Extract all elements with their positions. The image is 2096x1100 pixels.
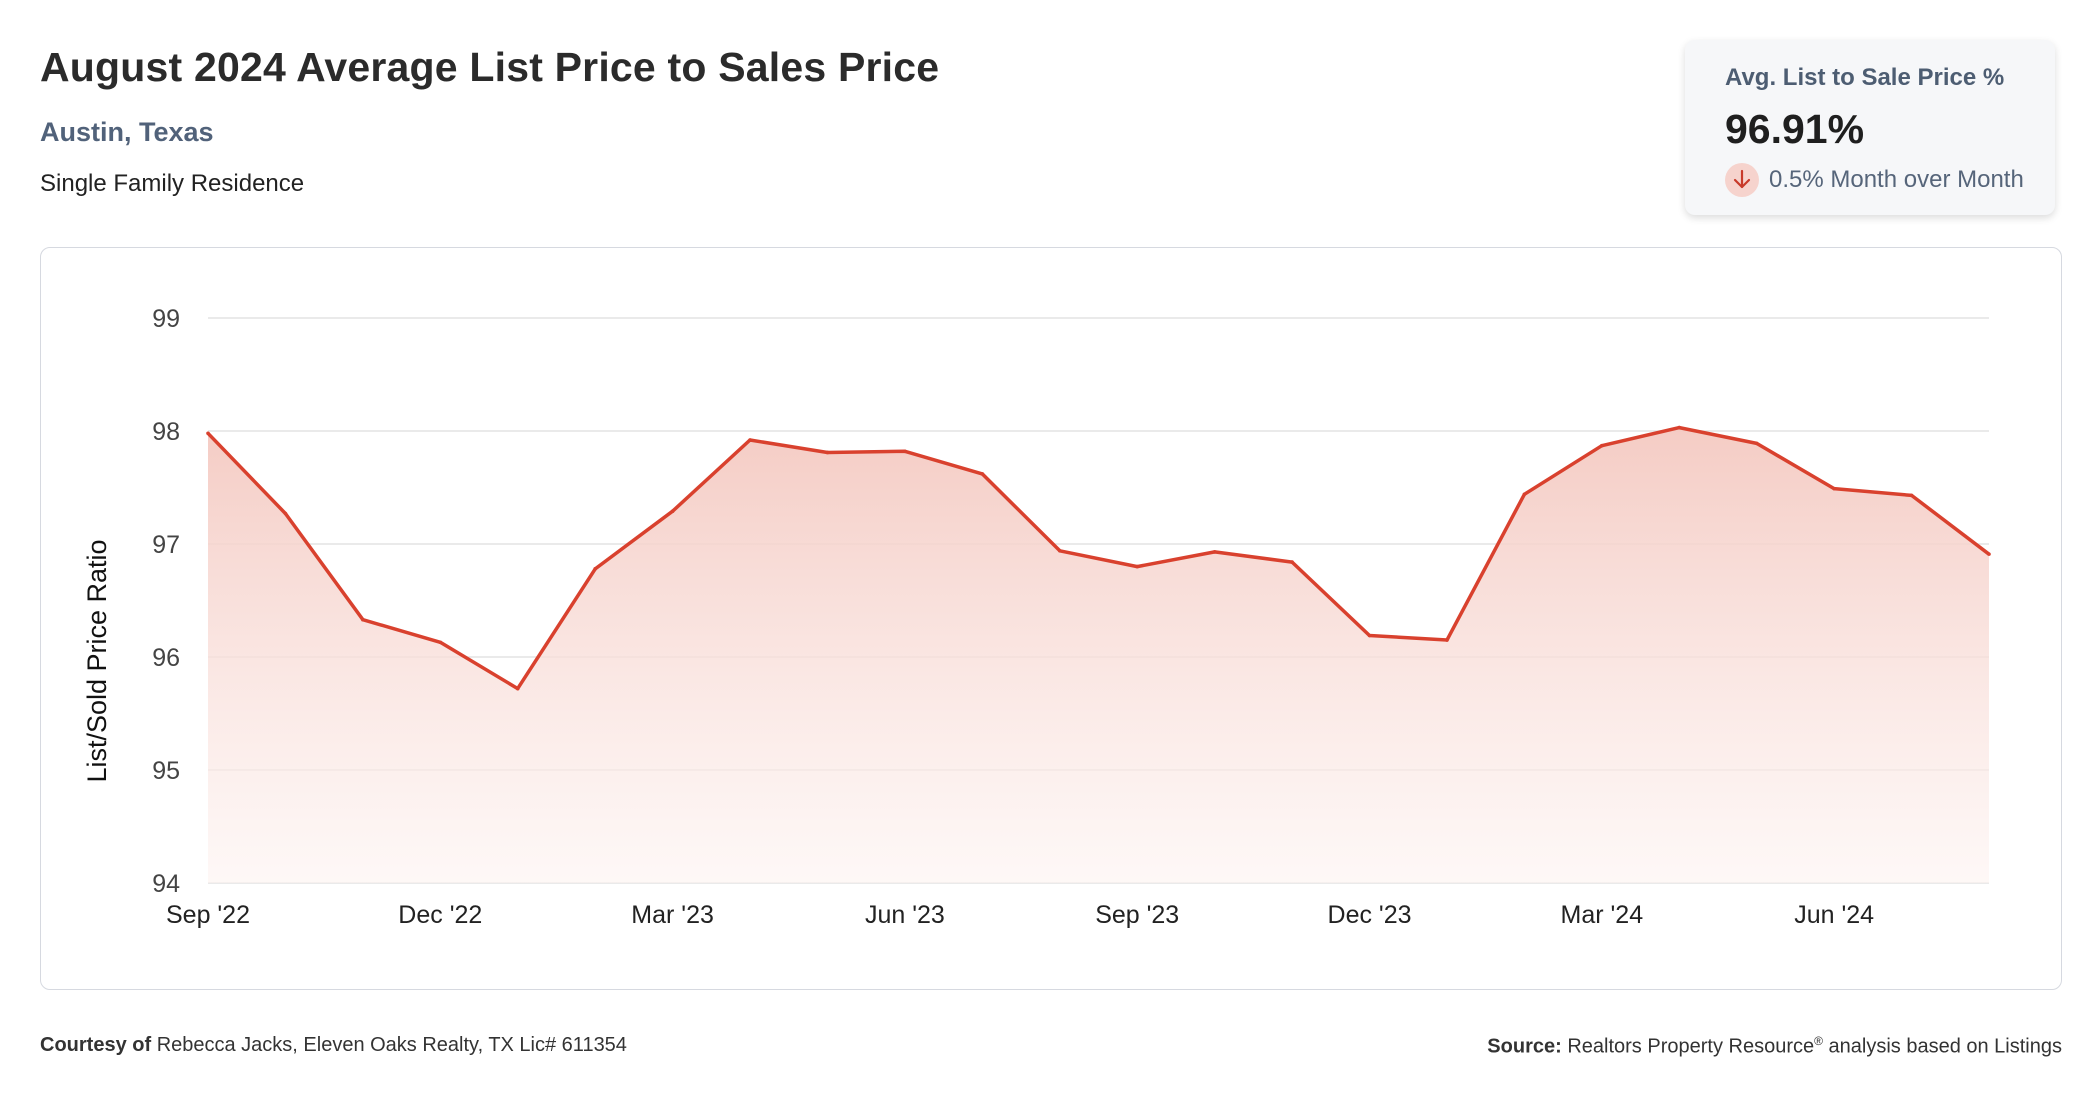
- location-subtitle: Austin, Texas: [40, 117, 214, 147]
- y-axis-ticks: 94 95 96 97 98 99: [152, 305, 180, 898]
- source-label: Source:: [1487, 1035, 1562, 1058]
- x-tick-label: Mar '23: [631, 901, 714, 929]
- x-tick-label: Jun '23: [865, 901, 945, 929]
- x-axis-ticks: Sep '22 Dec '22 Mar '23 Jun '23 Sep '23 Dec '…: [166, 901, 1874, 929]
- y-tick-label: 97: [152, 531, 180, 559]
- y-tick-label: 95: [152, 757, 180, 785]
- kpi-card: Avg. List to Sale Price % 96.91% 0.5% Mo…: [1685, 40, 2055, 215]
- page-title: August 2024 Average List Price to Sales …: [40, 44, 940, 90]
- source-suffix: analysis based on Listings: [1828, 1035, 2062, 1058]
- data-point: [1600, 443, 1604, 448]
- x-tick-label: Sep '23: [1095, 901, 1179, 929]
- data-point: [283, 511, 288, 516]
- data-point: [593, 567, 597, 571]
- chart-card: 94 95 96 97 98 99 Sep '22 Dec '22 Mar '23 Jun '2…: [40, 247, 2062, 990]
- data-point: [980, 472, 985, 476]
- x-tick-label: Sep '22: [166, 901, 250, 929]
- arrow-down-icon: [1725, 163, 1759, 197]
- courtesy-text: Rebecca Jacks, Eleven Oaks Realty, TX Li…: [156, 1034, 627, 1056]
- registered-mark: ®: [1814, 1034, 1823, 1048]
- y-axis-label: List/Sold Price Ratio: [82, 539, 112, 782]
- courtesy-footer: Courtesy of Rebecca Jacks, Eleven Oaks R…: [40, 1034, 627, 1057]
- data-point: [1832, 486, 1836, 491]
- data-point: [1290, 560, 1294, 564]
- data-point: [438, 640, 443, 645]
- x-tick-label: Dec '23: [1328, 901, 1412, 929]
- x-tick-label: Mar '24: [1561, 901, 1644, 929]
- y-tick-label: 96: [152, 644, 180, 672]
- series-area: [208, 427, 1989, 883]
- data-point: [1445, 638, 1449, 642]
- area-chart: 94 95 96 97 98 99 Sep '22 Dec '22 Mar '23 Jun '2…: [82, 305, 1991, 929]
- courtesy-label: Courtesy of: [40, 1034, 152, 1056]
- y-tick-label: 98: [152, 418, 180, 446]
- data-point: [825, 450, 830, 455]
- data-point: [1367, 633, 1372, 638]
- x-tick-label: Dec '22: [398, 901, 482, 929]
- series-line: [206, 425, 1991, 691]
- kpi-label: Avg. List to Sale Price %: [1725, 64, 2005, 91]
- data-point: [670, 509, 675, 514]
- data-point: [1754, 441, 1759, 446]
- source-footer: Source: Realtors Property Resource® anal…: [1487, 1034, 2062, 1059]
- property-type: Single Family Residence: [40, 170, 305, 197]
- data-point: [1135, 564, 1140, 569]
- header: August 2024 Average List Price to Sales …: [40, 44, 939, 198]
- kpi-change: 0.5% Month over Month: [1725, 163, 2055, 197]
- data-point: [1212, 550, 1217, 554]
- kpi-change-text: 0.5% Month over Month: [1769, 166, 2024, 193]
- source-text: Realtors Property Resource: [1567, 1035, 1815, 1058]
- data-point: [1057, 548, 1062, 553]
- data-point: [1677, 425, 1682, 430]
- data-point: [361, 617, 365, 622]
- x-tick-label: Jun '24: [1794, 901, 1874, 929]
- data-point: [748, 438, 752, 442]
- data-point: [1909, 493, 1914, 498]
- data-point: [1522, 492, 1527, 497]
- data-point: [1987, 552, 1991, 556]
- y-tick-label: 94: [152, 870, 180, 898]
- kpi-value: 96.91%: [1725, 106, 1865, 152]
- y-tick-label: 99: [152, 305, 180, 333]
- data-point: [206, 431, 210, 436]
- data-points: [206, 425, 1991, 691]
- data-point: [903, 449, 907, 454]
- data-point: [515, 686, 520, 691]
